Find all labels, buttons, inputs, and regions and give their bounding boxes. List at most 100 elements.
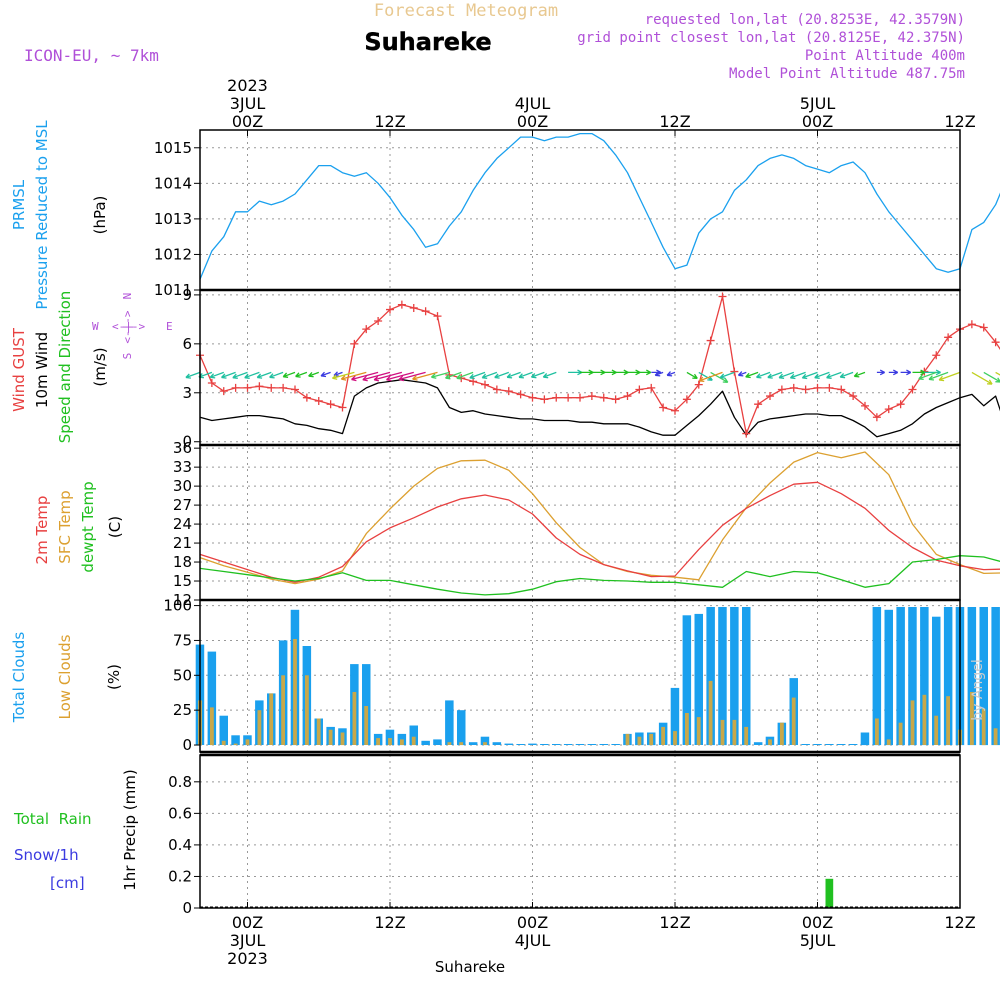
gust-marker <box>397 300 406 309</box>
model-label: ICON-EU, ~ 7km <box>24 46 159 65</box>
low-cloud-bar <box>946 696 950 745</box>
bottom-time-label: 00Z <box>802 913 833 932</box>
total-cloud-bar <box>563 744 573 745</box>
gust-marker <box>243 383 252 392</box>
low-cloud-bar <box>316 718 321 745</box>
wind-direction-arrow <box>971 371 993 385</box>
total-cloud-bar <box>421 740 430 745</box>
gust-marker <box>908 385 917 394</box>
wind-direction-arrow <box>373 371 403 382</box>
total-cloud-bar <box>492 742 502 745</box>
low-cloud-bar <box>221 740 226 745</box>
wind-direction-arrow <box>698 371 723 383</box>
compass-e: E <box>166 320 173 333</box>
compass-we-arrow: <-|-> <box>112 320 145 333</box>
total-cloud-bar <box>825 744 834 745</box>
wind-direction-arrow <box>686 371 698 380</box>
low-cloud-bar <box>744 726 749 745</box>
bottom-time-label: 4JUL <box>515 931 551 950</box>
wind-direction-arrow <box>221 371 236 379</box>
total-cloud-bar <box>231 735 240 746</box>
total-cloud-bar <box>480 736 490 746</box>
credit-watermark: by Angel <box>970 659 986 720</box>
temp-ytick-label: 12 <box>173 591 192 609</box>
gust-marker <box>718 292 727 301</box>
top-time-label: 00Z <box>232 112 263 131</box>
low-cloud-bar <box>210 707 214 746</box>
cloud-label-low: Low Clouds <box>56 634 74 719</box>
total-cloud-bar <box>433 739 442 745</box>
total-cloud-bar <box>943 607 953 746</box>
low-cloud-bar <box>388 738 392 746</box>
bottom-time-label: 00Z <box>232 913 263 932</box>
low-cloud-bar <box>483 742 487 745</box>
pressure-ytick-label: 1012 <box>154 245 192 263</box>
low-cloud-bar <box>768 739 772 745</box>
pressure-label-msl: Pressure Reduced to MSL <box>33 120 51 310</box>
temp-unit: (C) <box>106 516 124 538</box>
total-cloud-bar <box>932 616 941 745</box>
low-cloud-bar <box>886 739 891 745</box>
wind-direction-arrow <box>924 369 941 376</box>
wind-direction-arrow <box>826 371 842 379</box>
bottom-time-label: 3JUL <box>230 931 266 950</box>
wind-direction-arrow <box>430 371 450 379</box>
total-cloud-bar <box>753 742 763 745</box>
low-cloud-bar <box>922 694 927 745</box>
gust-line <box>199 295 1000 435</box>
gust-marker <box>730 367 739 376</box>
gust-marker <box>362 325 371 334</box>
precip-ytick-label: 0.8 <box>168 773 192 791</box>
requested-coords: requested lon,lat (20.8253E, 42.3579N) <box>645 12 965 28</box>
gust-marker <box>694 380 703 389</box>
cloud-label-total: Total Clouds <box>10 632 28 724</box>
low-cloud-bar <box>257 710 262 746</box>
wind-direction-arrow <box>853 371 866 378</box>
total-cloud-bar <box>860 732 870 746</box>
temp-frame <box>199 444 961 601</box>
total-cloud-bar <box>528 743 537 745</box>
wind-direction-arrow <box>778 371 795 379</box>
total-cloud-bar <box>516 744 525 745</box>
total-cloud-bar <box>207 651 217 745</box>
low-cloud-bar <box>340 732 345 746</box>
gust-marker <box>789 383 798 392</box>
footer-location: Suhareke <box>435 958 505 976</box>
low-cloud-bar <box>970 692 974 745</box>
precip-label-rain: Total Rain <box>13 810 92 828</box>
wind-direction-arrow <box>912 369 926 376</box>
wind-direction-arrow <box>542 371 557 379</box>
total-cloud-bar <box>742 607 751 746</box>
low-cloud-bar <box>780 722 784 745</box>
pressure-ytick-label: 1011 <box>154 281 192 299</box>
temp-ytick-label: 30 <box>173 477 192 495</box>
compass-w: W <box>92 320 99 333</box>
compass-s: S <box>121 353 134 360</box>
wind-direction-arrow <box>386 371 414 382</box>
gust-marker <box>611 395 620 404</box>
gust-marker <box>279 383 288 392</box>
low-cloud-bar <box>732 719 737 745</box>
precip-ylabel: 1hr Precip (mm) <box>121 769 139 890</box>
gust-marker <box>896 400 905 409</box>
gust-marker <box>861 401 869 410</box>
total-cloud-bar <box>848 744 858 745</box>
gust-marker <box>777 385 786 394</box>
total-cloud-bar <box>587 744 597 745</box>
gust-marker <box>647 383 656 392</box>
gust-marker <box>219 387 228 396</box>
total-cloud-bar <box>991 607 1000 746</box>
total-cloud-bar <box>682 615 692 745</box>
gust-marker <box>682 395 691 404</box>
total-cloud-bar <box>706 607 715 746</box>
wind-labels: Wind GUST 10m Wind Speed and Direction (… <box>10 291 173 444</box>
low-cloud-bar <box>993 728 998 745</box>
dewpt-line <box>199 555 1000 596</box>
low-cloud-bar <box>981 708 986 746</box>
wind-direction-arrow <box>320 371 331 378</box>
forecast-title: Forecast Meteogram <box>374 1 558 21</box>
gust-marker <box>706 336 715 345</box>
gust-marker <box>504 387 513 396</box>
wind-label-dir: Speed and Direction <box>56 291 74 444</box>
gust-marker <box>671 406 679 415</box>
